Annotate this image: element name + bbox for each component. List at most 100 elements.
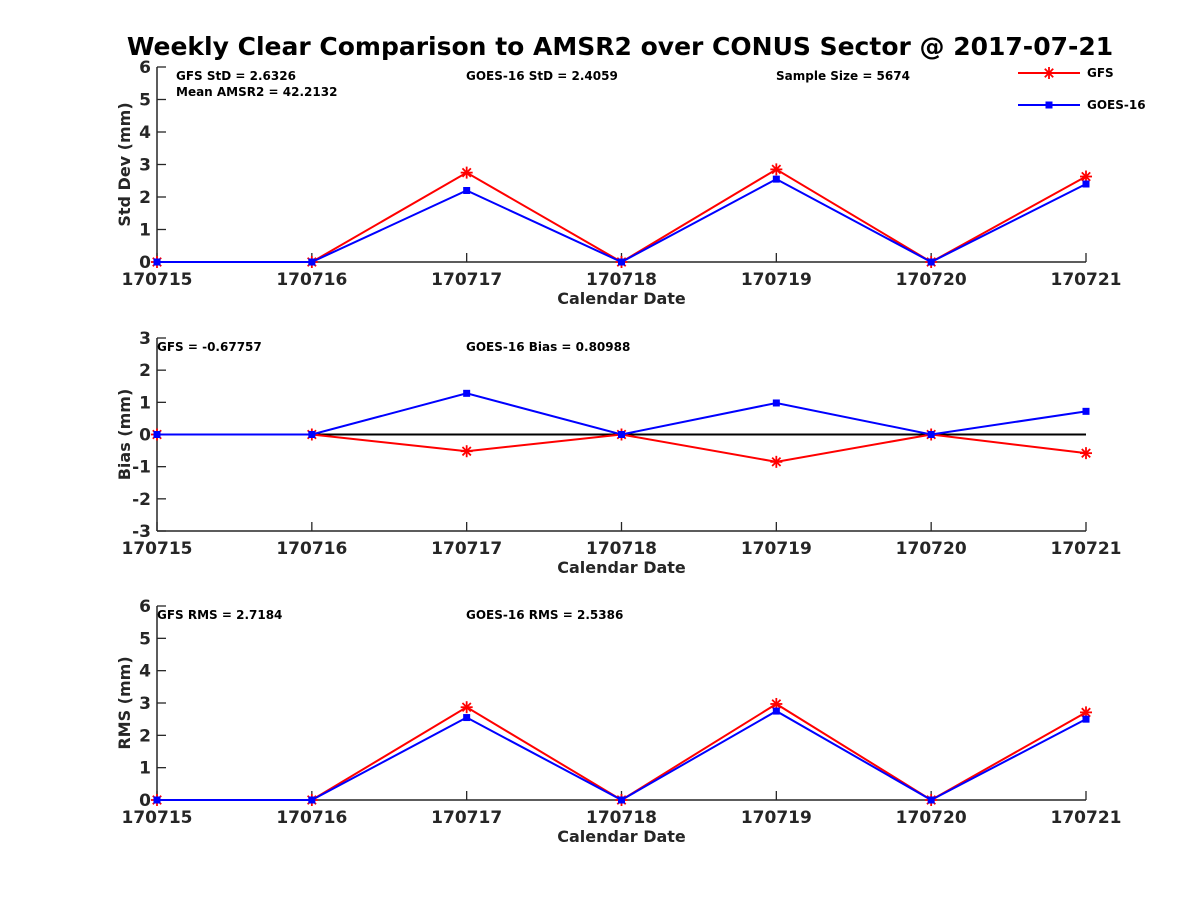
- y-tick-label: 5: [139, 91, 151, 111]
- y-tick-label: 2: [139, 188, 151, 208]
- stat-annotation: GFS RMS = 2.7184: [157, 608, 282, 622]
- data-point: [618, 796, 625, 804]
- x-tick-label: 170719: [741, 270, 812, 290]
- series-line: [157, 177, 1087, 264]
- y-tick-label: 0: [139, 426, 151, 446]
- y-tick-label: -3: [132, 522, 151, 542]
- series-goes-16: [153, 175, 1090, 266]
- x-tick-label: 170716: [276, 539, 347, 559]
- data-point: [772, 707, 780, 715]
- chart-panel-2: 170715 170716 170717 170718 170719 170720 1707…: [115, 329, 1121, 577]
- legend-label: GFS: [1087, 66, 1114, 80]
- series-goes-16: [153, 707, 1090, 804]
- legend-item-goes-16: GOES-16: [1018, 98, 1146, 112]
- data-point: [463, 389, 471, 397]
- series-line: [157, 168, 1087, 264]
- stat-annotation: GFS = -0.67757: [157, 340, 262, 354]
- y-tick-label: 2: [139, 726, 151, 746]
- x-tick-label: 170717: [431, 270, 502, 290]
- stat-annotation: Mean AMSR2 = 42.2132: [176, 85, 337, 99]
- data-point: [618, 431, 625, 438]
- x-tick-label: 170716: [276, 270, 347, 290]
- x-tick-label: 170721: [1051, 539, 1122, 559]
- x-tick-label: 170715: [122, 808, 193, 828]
- x-axis-label: Calendar Date: [557, 558, 686, 577]
- data-point: [772, 399, 780, 407]
- y-tick-label: 1: [139, 221, 151, 241]
- stat-annotation: GOES-16 Bias = 0.80988: [466, 340, 630, 354]
- data-point: [308, 258, 316, 266]
- y-tick-label: -1: [132, 458, 151, 478]
- x-tick-label: 170718: [586, 808, 657, 828]
- x-axis-label: Calendar Date: [557, 289, 686, 308]
- y-tick-label: 1: [139, 759, 151, 779]
- legend: GFS GOES-16: [1018, 66, 1146, 112]
- series-line: [157, 709, 1087, 802]
- series-line: [157, 392, 1087, 436]
- data-point: [460, 445, 473, 458]
- x-tick-label: 170720: [896, 539, 967, 559]
- legend-label: GOES-16: [1087, 98, 1146, 112]
- x-tick-label: 170719: [741, 808, 812, 828]
- data-point: [460, 701, 473, 714]
- series-line: [157, 702, 1087, 802]
- x-tick-label: 170720: [896, 808, 967, 828]
- data-point: [1082, 180, 1090, 188]
- y-tick-label: 2: [139, 361, 151, 381]
- figure-title: Weekly Clear Comparison to AMSR2 over CO…: [127, 32, 1113, 61]
- data-point: [772, 175, 780, 183]
- x-tick-label: 170715: [122, 270, 193, 290]
- data-point: [770, 455, 783, 468]
- data-point: [463, 714, 471, 722]
- data-point: [153, 431, 161, 438]
- chart-panel-3: 170715 170716 170717 170718 170719 170720 1707…: [115, 597, 1121, 846]
- x-tick-label: 170721: [1051, 270, 1122, 290]
- stat-annotation: Sample Size = 5674: [776, 69, 910, 83]
- x-axis-label: Calendar Date: [557, 827, 686, 846]
- data-point: [153, 258, 161, 266]
- y-axis-label: Std Dev (mm): [115, 102, 134, 226]
- data-point: [927, 796, 935, 804]
- data-point: [308, 796, 316, 804]
- chart-panel-1: 170715 170716 170717 170718 170719 170720 1707…: [115, 58, 1121, 308]
- data-point: [1080, 447, 1092, 460]
- y-axis-label: Bias (mm): [115, 389, 134, 481]
- x-tick-label: 170719: [741, 539, 812, 559]
- x-tick-label: 170717: [431, 808, 502, 828]
- y-tick-label: 3: [139, 329, 151, 349]
- legend-marker: [1045, 101, 1053, 109]
- data-point: [927, 258, 935, 266]
- y-tick-label: -2: [132, 490, 151, 510]
- data-point: [308, 431, 316, 438]
- data-point: [1082, 715, 1090, 723]
- y-tick-label: 3: [139, 694, 151, 714]
- y-axis-label: RMS (mm): [115, 656, 134, 749]
- x-tick-label: 170721: [1051, 808, 1122, 828]
- x-tick-label: 170718: [586, 539, 657, 559]
- stat-annotation: GOES-16 StD = 2.4059: [466, 69, 618, 83]
- y-tick-label: 0: [139, 791, 151, 811]
- data-point: [460, 166, 473, 179]
- chart-panels: 170715 170716 170717 170718 170719 170720 1707…: [115, 58, 1121, 846]
- legend-marker: [1043, 67, 1055, 79]
- x-tick-label: 170718: [586, 270, 657, 290]
- data-point: [770, 163, 783, 176]
- y-tick-label: 3: [139, 156, 151, 176]
- x-tick-label: 170720: [896, 270, 967, 290]
- x-tick-label: 170715: [122, 539, 193, 559]
- y-tick-label: 4: [139, 662, 151, 682]
- data-point: [1082, 407, 1090, 415]
- y-tick-label: 5: [139, 629, 151, 649]
- data-point: [618, 258, 625, 266]
- y-tick-label: 6: [139, 58, 151, 78]
- series-goes-16: [153, 389, 1090, 438]
- data-point: [927, 431, 935, 438]
- y-tick-label: 4: [139, 123, 151, 143]
- y-tick-label: 6: [139, 597, 151, 617]
- x-tick-label: 170716: [276, 808, 347, 828]
- y-tick-label: 1: [139, 393, 151, 413]
- data-point: [153, 796, 161, 804]
- stat-annotation: GOES-16 RMS = 2.5386: [466, 608, 623, 622]
- x-tick-label: 170717: [431, 539, 502, 559]
